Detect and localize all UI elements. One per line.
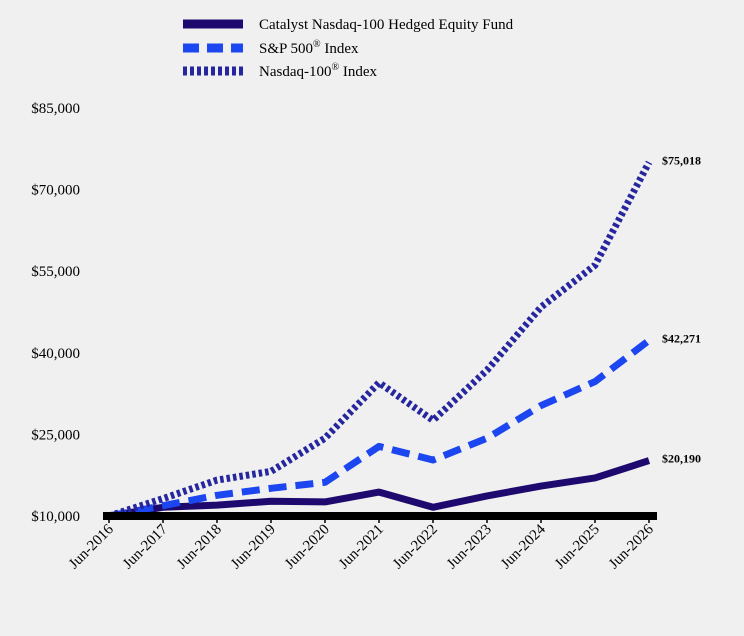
- x-tick-label: Jun-2022: [390, 522, 441, 573]
- series-layer: [107, 160, 653, 520]
- end-value-label-2: $42,271: [662, 331, 701, 345]
- legend-label-2: S&P 500® Index: [259, 39, 359, 57]
- end-value-label-1: $20,190: [662, 452, 701, 466]
- x-tick-label: Jun-2018: [174, 522, 225, 573]
- x-tick-label: Jun-2017: [120, 521, 171, 572]
- y-tick-label: $10,000: [31, 509, 80, 525]
- legend-label-name: Catalyst Nasdaq-100 Hedged Equity Fund: [259, 17, 514, 33]
- legend-label-name: S&P 500: [259, 41, 313, 57]
- x-tick-label: Jun-2019: [228, 522, 279, 573]
- x-tick-label: Jun-2021: [336, 522, 387, 573]
- legend-label-superscript: ®: [331, 62, 339, 73]
- end-value-label-3: $75,018: [662, 153, 701, 167]
- y-tick-label: $55,000: [31, 264, 80, 280]
- x-tick-label: Jun-2020: [282, 522, 333, 573]
- x-tick-label: Jun-2016: [66, 521, 117, 572]
- x-tick-label: Jun-2023: [444, 522, 495, 573]
- legend-label-name: Nasdaq-100: [259, 64, 331, 80]
- legend-label-3: Nasdaq-100® Index: [259, 62, 377, 80]
- legend-label-suffix: Index: [339, 64, 377, 80]
- x-axis: Jun-2016 Jun-2017 Jun-2018 Jun-2019 Jun-2020…: [66, 512, 657, 573]
- y-tick-label: $25,000: [31, 427, 80, 443]
- end-labels: $20,190 $42,271 $75,018: [662, 153, 701, 465]
- legend-label-superscript: ®: [313, 39, 321, 50]
- y-axis: $10,000 $25,000 $40,000 $55,000 $70,000 $85,0…: [31, 101, 80, 525]
- series-line-3: [107, 160, 653, 520]
- y-tick-label: $40,000: [31, 346, 80, 362]
- legend: Catalyst Nasdaq-100 Hedged Equity Fund S&…: [183, 17, 514, 80]
- y-tick-label: $70,000: [31, 183, 80, 199]
- y-tick-label: $85,000: [31, 101, 80, 117]
- x-tick-label: Jun-2024: [498, 521, 549, 572]
- legend-label-suffix: Index: [321, 41, 359, 57]
- x-tick-label: Jun-2026: [606, 521, 657, 572]
- x-tick-label: Jun-2025: [552, 522, 603, 573]
- legend-label-1: Catalyst Nasdaq-100 Hedged Equity Fund: [259, 17, 514, 33]
